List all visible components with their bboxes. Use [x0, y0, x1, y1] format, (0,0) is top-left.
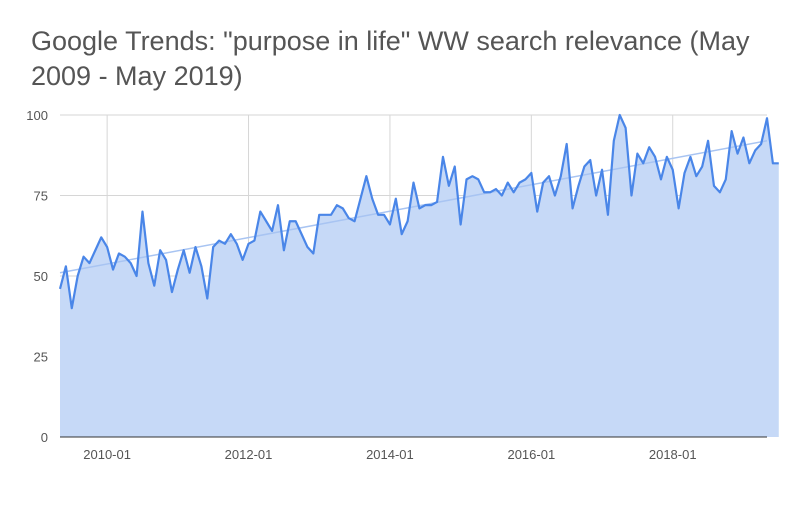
y-tick-label: 25 [34, 350, 48, 365]
x-tick-label: 2010-01 [83, 447, 131, 462]
y-tick-label: 100 [26, 108, 48, 123]
x-tick-label: 2012-01 [225, 447, 273, 462]
series-area [60, 115, 779, 437]
x-tick-label: 2018-01 [649, 447, 697, 462]
y-tick-label: 50 [34, 269, 48, 284]
trend-line [59, 140, 768, 274]
chart-title: Google Trends: "purpose in life" WW sear… [31, 26, 750, 91]
x-tick-label: 2014-01 [366, 447, 414, 462]
y-tick-label: 0 [41, 430, 48, 445]
x-tick-label: 2016-01 [507, 447, 555, 462]
series-layer [58, 113, 779, 437]
series-line [58, 113, 779, 310]
y-tick-label: 75 [34, 189, 48, 204]
axes: 0 25 50 75 100 2010-01 2012-01 2014-01 2016-01 20… [26, 108, 767, 462]
